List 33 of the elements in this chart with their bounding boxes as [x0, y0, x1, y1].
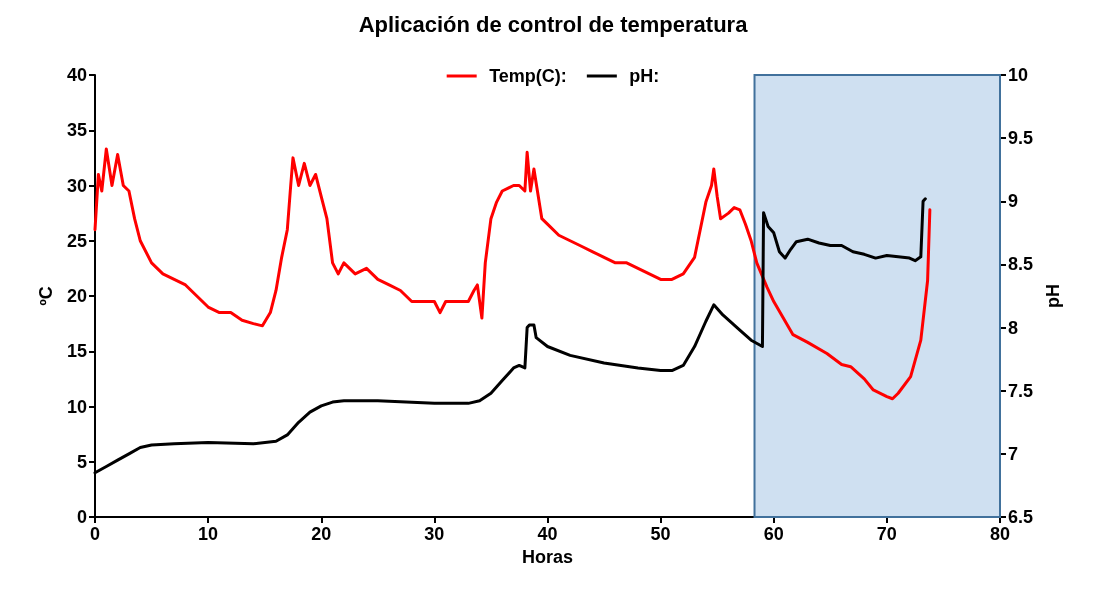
y2-tick-label: 9 — [1008, 191, 1019, 212]
y2-tick-label: 7 — [1008, 443, 1019, 464]
y-axis-title: ºC — [36, 286, 56, 306]
x-tick-label: 10 — [198, 524, 219, 544]
y-tick-label: 15 — [66, 341, 87, 362]
y-tick-label: 30 — [66, 175, 87, 196]
y2-axis-title: pH — [1042, 284, 1063, 308]
x-tick-label: 70 — [876, 524, 897, 544]
y2-tick-label: 8 — [1008, 317, 1019, 338]
x-tick-label: 60 — [763, 524, 784, 544]
chart-title: Aplicación de control de temperatura — [358, 11, 749, 37]
y2-tick-label: 6.5 — [1008, 507, 1034, 527]
y-tick-label: 20 — [66, 286, 87, 306]
x-tick-label: 20 — [311, 524, 332, 544]
x-tick-label: 0 — [89, 524, 101, 544]
y-tick-label: 35 — [66, 120, 87, 141]
y-tick-label: 40 — [66, 65, 87, 85]
y2-tick-label: 7.5 — [1008, 380, 1034, 401]
y-tick-label: 0 — [76, 507, 87, 527]
y-tick-label: 10 — [66, 396, 87, 417]
x-tick-label: 80 — [989, 524, 1011, 544]
y2-tick-label: 8.5 — [1008, 254, 1034, 275]
line-series — [93, 147, 932, 401]
legend-label: pH: — [629, 66, 660, 86]
legend-label: Temp(C): — [489, 66, 567, 86]
x-tick-label: 40 — [537, 524, 558, 544]
y-tick-label: 5 — [76, 451, 87, 472]
y-tick-label: 25 — [66, 230, 87, 251]
y2-tick-label: 10 — [1008, 65, 1029, 85]
y2-tick-label: 9.5 — [1008, 128, 1034, 149]
x-tick-label: 50 — [650, 524, 671, 544]
x-axis-title: Horas — [521, 546, 574, 567]
x-tick-label: 30 — [424, 524, 445, 544]
